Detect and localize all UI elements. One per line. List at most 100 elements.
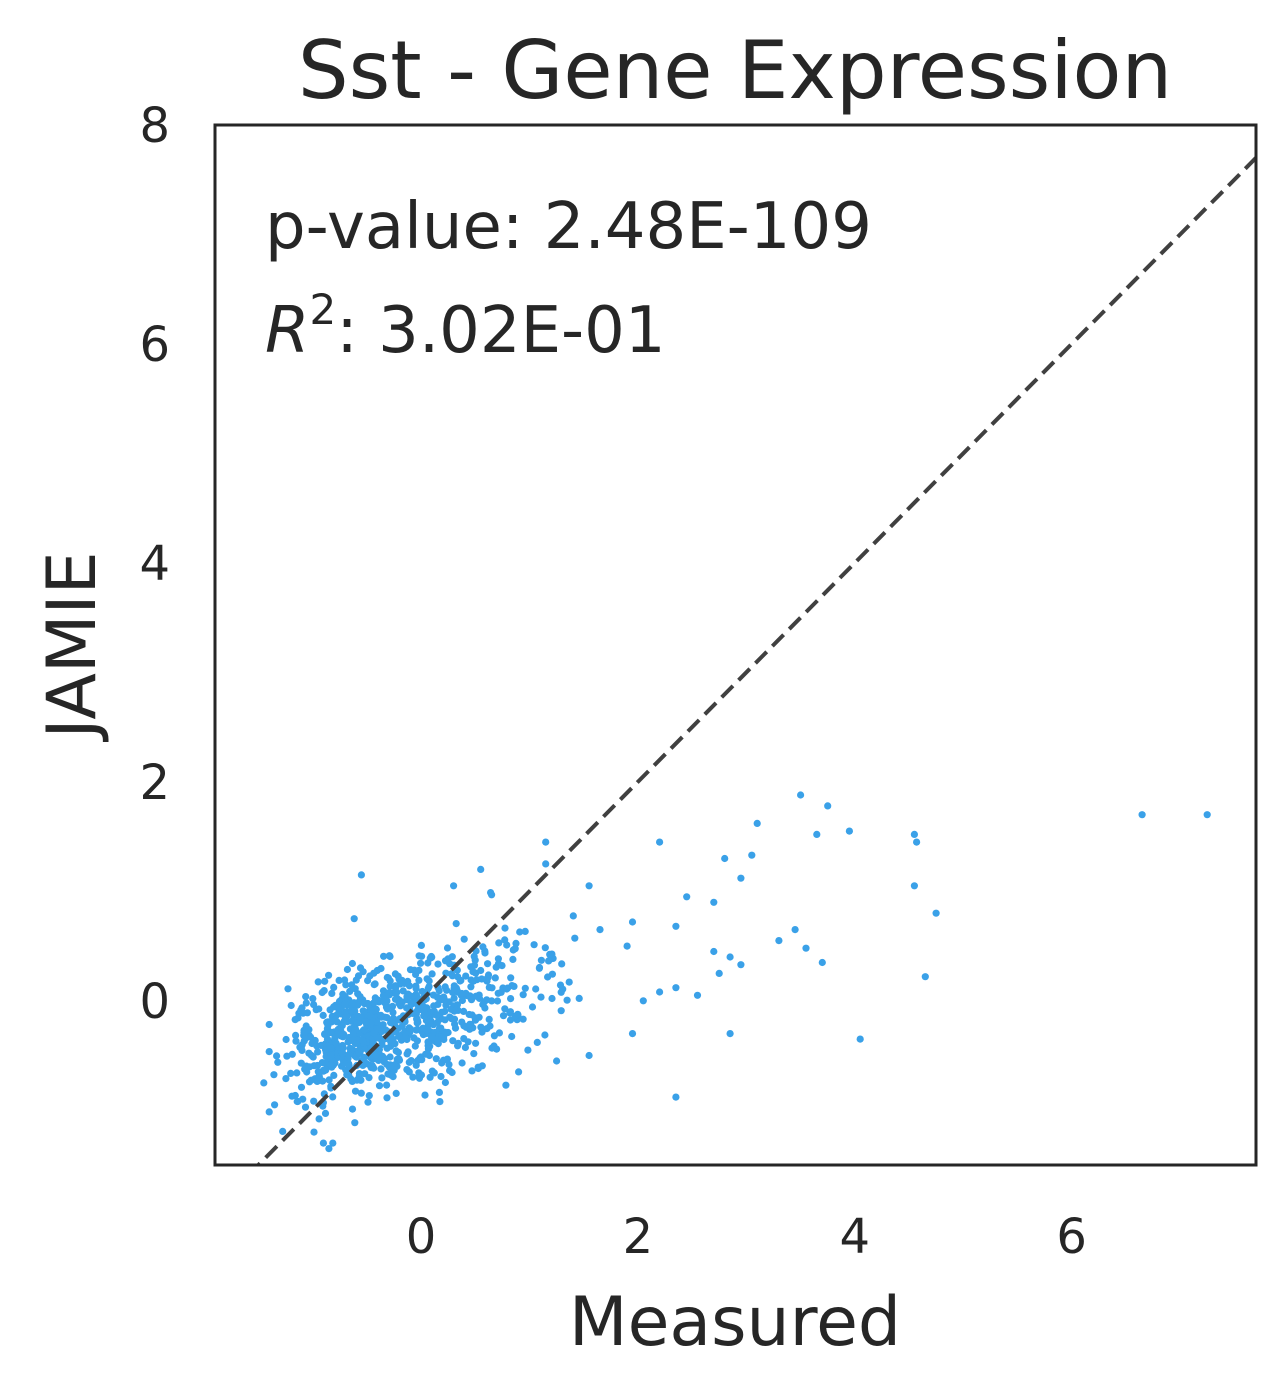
data-point <box>380 998 389 1007</box>
data-point <box>519 991 527 999</box>
data-point <box>460 935 468 943</box>
data-point <box>314 1048 322 1056</box>
data-point <box>509 955 517 964</box>
data-point <box>301 1065 309 1073</box>
data-point <box>467 976 475 984</box>
data-point <box>372 1051 380 1059</box>
data-point <box>309 995 317 1003</box>
data-point <box>521 927 529 936</box>
data-point <box>672 984 680 992</box>
data-point <box>333 1018 341 1026</box>
data-point <box>319 1139 327 1147</box>
y-axis-label: JAMIE <box>33 551 112 742</box>
r2-annotation: R2: 3.02E-01 <box>265 285 666 368</box>
data-point <box>913 838 921 846</box>
data-point <box>313 1042 321 1050</box>
data-point <box>373 996 381 1004</box>
data-point <box>310 1097 318 1105</box>
data-point <box>503 985 511 993</box>
data-point <box>448 972 457 980</box>
data-point <box>329 1093 337 1101</box>
data-point <box>351 1007 359 1015</box>
data-point <box>433 993 441 1001</box>
data-point <box>443 944 452 952</box>
data-point <box>466 1020 474 1028</box>
plot-area: 0 2 4 6 0 2 4 6 8 <box>139 98 1258 1265</box>
x-axis-label: Measured <box>569 1283 901 1362</box>
data-point <box>473 976 481 984</box>
data-point <box>386 952 394 961</box>
data-point <box>395 1032 403 1040</box>
data-point <box>383 1044 391 1052</box>
data-point <box>710 898 718 906</box>
data-point <box>514 1010 522 1018</box>
data-point <box>305 1078 314 1086</box>
data-point <box>477 1023 485 1031</box>
data-point <box>395 999 403 1008</box>
chart-title: Sst - Gene Expression <box>298 24 1172 117</box>
data-point <box>528 1003 537 1011</box>
data-point <box>321 977 329 985</box>
data-point <box>501 924 509 932</box>
data-point <box>354 1001 362 1009</box>
data-point <box>813 830 821 839</box>
data-point <box>291 1016 299 1024</box>
data-point <box>357 1089 365 1097</box>
data-point <box>310 1062 318 1070</box>
data-point <box>488 997 496 1005</box>
data-point <box>387 1019 395 1027</box>
data-point <box>450 882 458 890</box>
data-point <box>288 1092 296 1100</box>
data-point <box>471 956 479 964</box>
data-point <box>351 1087 360 1095</box>
data-point <box>378 1040 386 1049</box>
data-point <box>364 1098 372 1106</box>
data-point <box>373 1025 382 1033</box>
data-point <box>544 973 552 981</box>
data-point <box>415 952 423 960</box>
data-point <box>287 1069 295 1077</box>
data-point <box>454 1042 462 1050</box>
data-point <box>672 1093 680 1101</box>
data-point <box>340 1059 348 1067</box>
data-point <box>467 983 475 991</box>
data-point <box>343 965 351 974</box>
r2-value: : 3.02E-01 <box>336 294 665 368</box>
data-point <box>910 882 919 890</box>
data-point <box>470 1050 478 1058</box>
data-point <box>324 1018 332 1026</box>
data-point <box>292 1037 300 1045</box>
data-point <box>418 987 426 996</box>
data-point <box>302 1034 310 1042</box>
data-point <box>910 830 919 839</box>
data-point <box>298 1046 306 1054</box>
data-point <box>387 1071 395 1079</box>
data-point <box>457 976 465 985</box>
x-tick-label: 6 <box>1056 1209 1087 1265</box>
data-point <box>519 1015 527 1023</box>
data-point <box>260 1079 268 1087</box>
data-point <box>753 819 761 828</box>
data-point <box>563 996 571 1004</box>
data-point <box>433 1018 441 1026</box>
data-point <box>274 1058 282 1066</box>
data-point <box>546 950 554 959</box>
data-point <box>354 990 362 998</box>
data-point <box>492 963 500 971</box>
data-point <box>327 1061 335 1069</box>
data-point <box>330 1071 338 1079</box>
plot-frame <box>213 123 1258 1167</box>
data-point <box>327 1028 335 1036</box>
data-point <box>656 988 664 996</box>
data-point <box>498 962 506 970</box>
data-point <box>398 976 406 984</box>
data-point <box>383 1060 391 1068</box>
data-point <box>449 1037 457 1045</box>
data-point <box>448 1015 456 1023</box>
data-point <box>434 960 442 968</box>
data-point <box>436 1098 444 1106</box>
data-point <box>558 960 566 968</box>
data-point <box>426 954 434 962</box>
data-point <box>856 1035 864 1043</box>
